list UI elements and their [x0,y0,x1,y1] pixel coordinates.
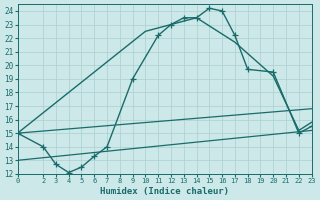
X-axis label: Humidex (Indice chaleur): Humidex (Indice chaleur) [100,187,229,196]
